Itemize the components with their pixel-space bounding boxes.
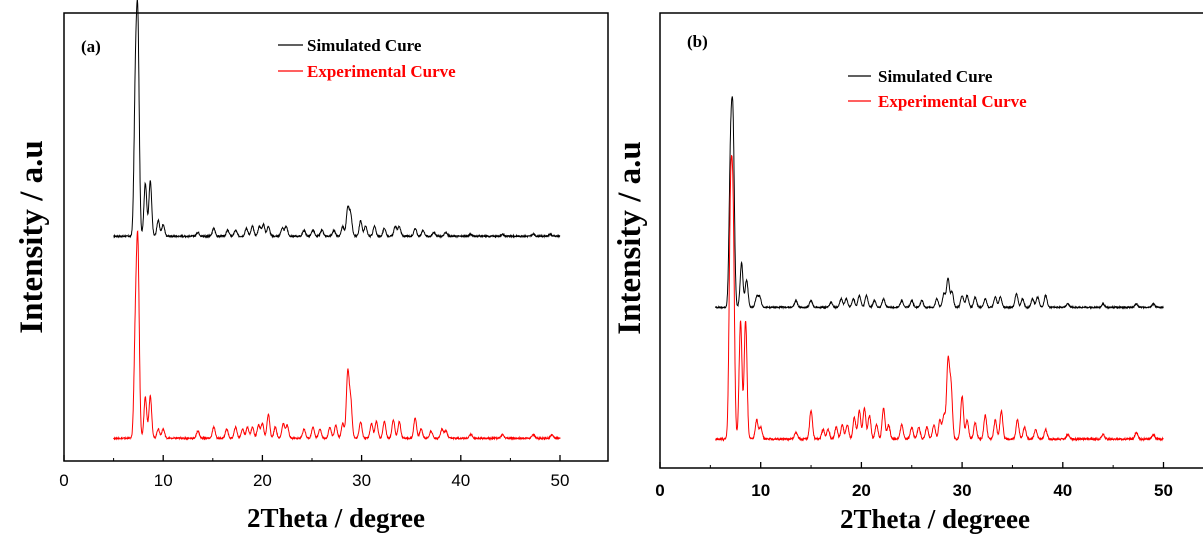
panel-b-x-tick-label-0: 0 bbox=[655, 481, 664, 500]
panel-a-y-axis-title: Intensity / a.u bbox=[14, 140, 50, 333]
panel-b-x-tick-label-40: 40 bbox=[1053, 481, 1072, 500]
panel-a-series-simulated-curve bbox=[113, 0, 561, 239]
panel-a-plot-frame bbox=[63, 12, 609, 462]
panel-b-series-experimental-curve bbox=[715, 154, 1164, 442]
panel-b-series-simulated-curve bbox=[714, 96, 1164, 310]
panel-b-legend-label-experimental: Experimental Curve bbox=[878, 92, 1027, 111]
panel-b-plot-frame bbox=[659, 12, 1203, 469]
panel-a-x-tick-label-50: 50 bbox=[551, 471, 570, 490]
panel-a-x-tick-label-40: 40 bbox=[451, 471, 470, 490]
panel-b: (b) Simulated Cure Experimental Curve 0 1… bbox=[612, 12, 1203, 534]
panel-b-x-axis-title: 2Theta / degreee bbox=[840, 504, 1030, 534]
panel-a-x-tick-label-20: 20 bbox=[253, 471, 272, 490]
panel-a-x-tick-label-10: 10 bbox=[154, 471, 173, 490]
panel-b-y-axis-title: Intensity / a.u bbox=[612, 141, 648, 334]
panel-b-x-tick-label-30: 30 bbox=[953, 481, 972, 500]
panel-a: (a) Simulated Cure Experimental Curve 0 1… bbox=[14, 0, 609, 533]
panel-a-x-tick-label-0: 0 bbox=[59, 471, 68, 490]
panel-a-legend-label-simulated: Simulated Cure bbox=[307, 36, 422, 55]
panel-a-x-axis: 0 10 20 30 40 50 bbox=[59, 455, 569, 490]
panel-a-label: (a) bbox=[81, 37, 101, 56]
panel-b-x-tick-label-50: 50 bbox=[1154, 481, 1173, 500]
panel-a-x-axis-title: 2Theta / degree bbox=[247, 503, 425, 533]
panel-b-x-axis: 0 10 20 30 40 50 bbox=[655, 462, 1173, 500]
panel-b-x-tick-label-20: 20 bbox=[852, 481, 871, 500]
panel-b-legend-label-simulated: Simulated Cure bbox=[878, 67, 993, 86]
panel-b-label: (b) bbox=[687, 32, 708, 51]
panel-b-x-tick-label-10: 10 bbox=[751, 481, 770, 500]
panel-a-legend-label-experimental: Experimental Curve bbox=[307, 62, 456, 81]
panel-a-series-experimental-curve bbox=[113, 230, 561, 441]
panel-a-x-tick-label-30: 30 bbox=[352, 471, 371, 490]
